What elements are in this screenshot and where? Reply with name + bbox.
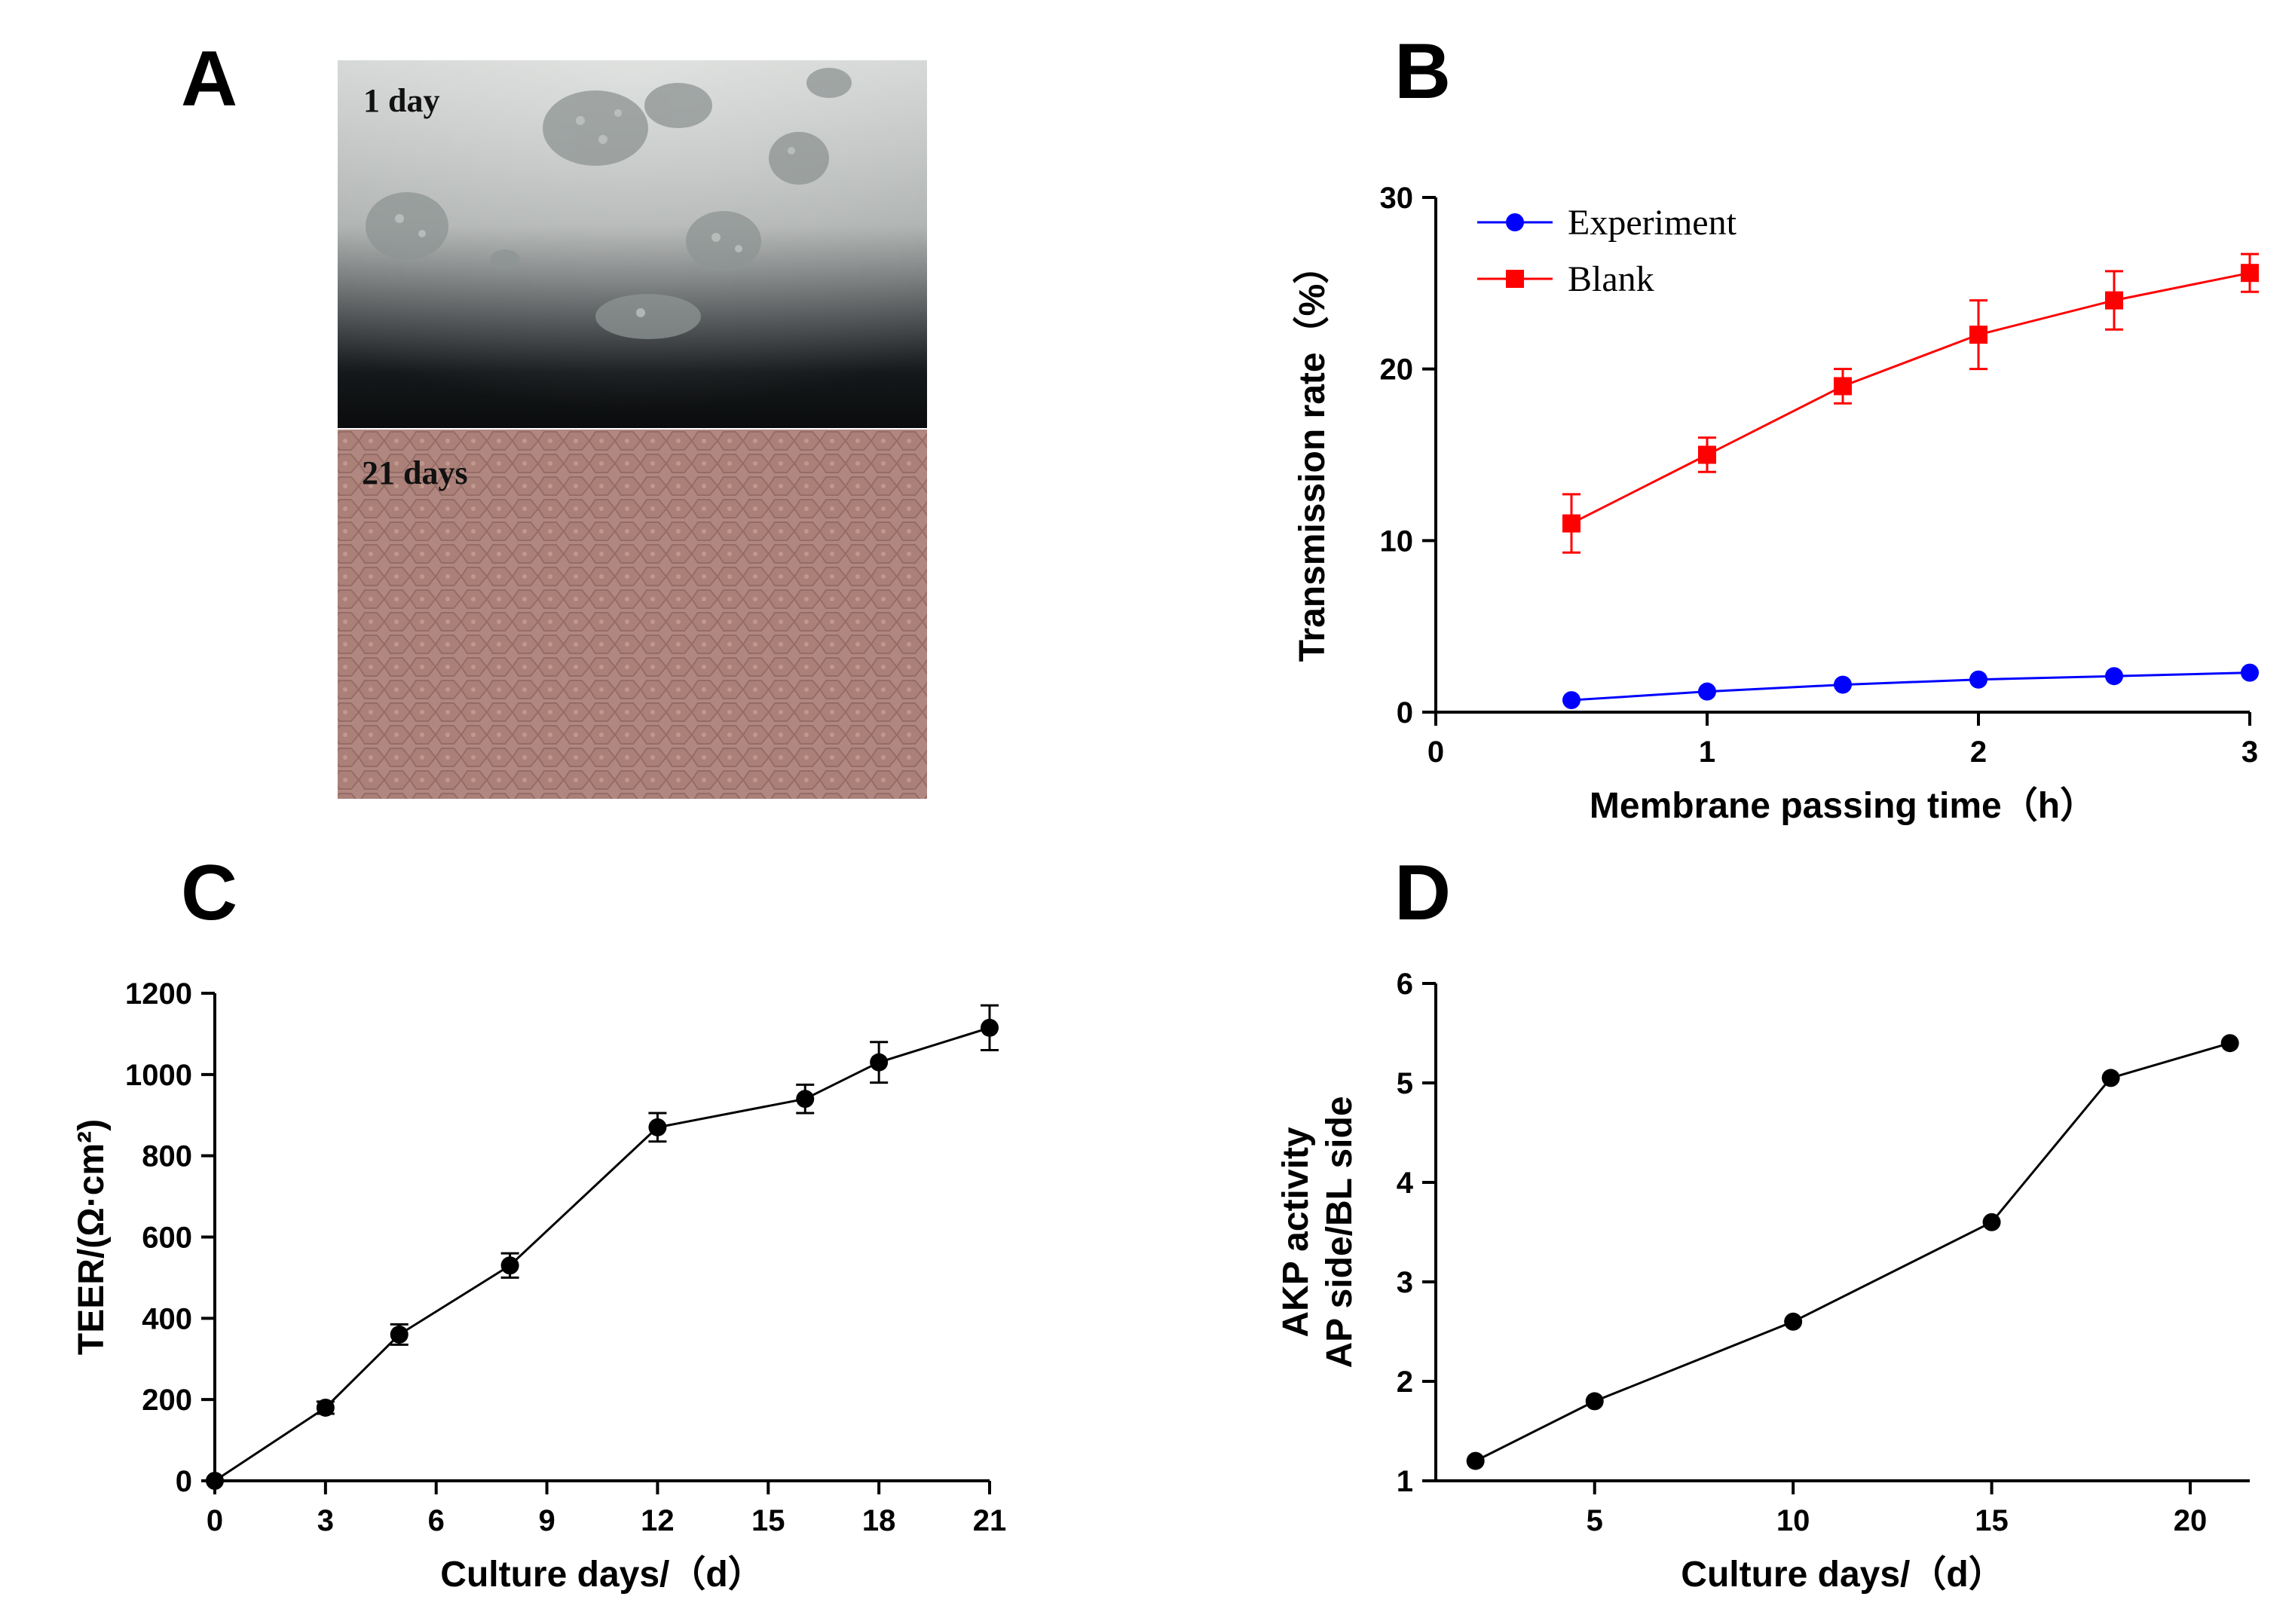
y-tick-label: 20 — [1380, 353, 1414, 387]
y-tick-label: 4 — [1397, 1167, 1414, 1200]
x-tick-label: 18 — [862, 1504, 896, 1537]
x-tick-label: 15 — [751, 1504, 785, 1537]
data-point — [390, 1325, 409, 1344]
panel-a: A 1 day 2 — [181, 35, 927, 799]
legend-marker — [1506, 213, 1524, 231]
data-point — [1834, 675, 1852, 694]
panel-letter-a: A — [181, 35, 237, 123]
x-tick-label: 15 — [1975, 1504, 2009, 1537]
panel-d: D 5 10 15 20 1 2 3 4 5 6 Culture days/（d） AKP activ… — [1276, 849, 2250, 1595]
x-axis-title: Culture days/（d） — [440, 1555, 763, 1595]
y-tick-label: 1 — [1397, 1465, 1413, 1498]
data-point — [500, 1256, 519, 1275]
x-tick-label: 3 — [317, 1504, 334, 1537]
data-point — [206, 1472, 224, 1490]
panel-letter-d: D — [1394, 849, 1451, 937]
data-point — [1784, 1312, 1803, 1331]
x-tick-label: 0 — [207, 1504, 223, 1537]
x-tick-label: 12 — [641, 1504, 675, 1537]
x-axis-title: Membrane passing time（h） — [1590, 786, 2096, 826]
series-0 — [1562, 663, 2259, 710]
series-line — [1571, 671, 2251, 702]
x-tick-label: 9 — [538, 1504, 555, 1537]
data-point — [2241, 264, 2259, 283]
data-point — [2105, 291, 2123, 310]
data-point — [1698, 445, 1716, 464]
x-tick-label: 21 — [973, 1504, 1007, 1537]
data-point — [2220, 1034, 2239, 1053]
y-tick-label: 1200 — [125, 977, 192, 1011]
y-tick-label: 5 — [1397, 1067, 1413, 1100]
series-0 — [206, 1004, 999, 1490]
x-tick-label: 3 — [2241, 736, 2258, 769]
y-tick-label: 30 — [1380, 182, 1414, 215]
data-point — [796, 1090, 815, 1109]
y-tick-label: 10 — [1380, 525, 1414, 558]
data-point — [1969, 670, 1987, 689]
x-tick-label: 0 — [1427, 736, 1444, 769]
x-tick-label: 5 — [1587, 1504, 1603, 1537]
series-line — [1571, 271, 2251, 525]
data-point — [1698, 682, 1716, 701]
y-axis-title-line: AKP activity — [1276, 1127, 1316, 1338]
data-point — [1562, 514, 1580, 533]
data-point — [1969, 326, 1987, 344]
data-point — [1562, 691, 1580, 710]
x-axis-title: Culture days/（d） — [1681, 1555, 2004, 1595]
y-tick-label: 6 — [1397, 968, 1413, 1001]
y-tick-label: 0 — [1397, 696, 1413, 729]
y-tick-label: 200 — [142, 1384, 192, 1417]
chart-c: 0 3 6 9 12 15 18 21 0 200 400 600 800 1000 1200 Culture… — [72, 977, 1006, 1595]
y-tick-label: 1000 — [125, 1059, 192, 1092]
legend-marker — [1506, 270, 1524, 288]
y-axis-title-line: AP side/BL side — [1320, 1096, 1360, 1368]
x-tick-label: 20 — [2174, 1504, 2208, 1537]
data-point — [1982, 1213, 2001, 1231]
y-tick-label: 600 — [142, 1222, 192, 1255]
legend-label: Blank — [1568, 259, 1654, 299]
y-tick-label: 800 — [142, 1140, 192, 1173]
panel-c: C 0 3 6 9 12 15 18 21 0 200 400 600 800 1000 1200 Cultu… — [72, 849, 1006, 1595]
data-point — [870, 1053, 889, 1072]
data-point — [1585, 1392, 1604, 1411]
panel-letter-c: C — [181, 849, 237, 937]
data-point — [1834, 377, 1852, 396]
y-tick-label: 3 — [1397, 1266, 1413, 1299]
data-point — [981, 1018, 999, 1037]
x-tick-label: 2 — [1970, 736, 1987, 769]
legend: Experiment Blank — [1477, 203, 1737, 299]
data-point — [648, 1118, 667, 1136]
photo-day-1-label: 1 day — [363, 82, 439, 119]
y-tick-label: 2 — [1397, 1366, 1413, 1399]
x-tick-label: 6 — [428, 1504, 445, 1537]
legend-label: Experiment — [1568, 203, 1737, 243]
y-axis-title: TEER/(Ω·cm²) — [72, 1119, 112, 1355]
photo-day-21: 21 days — [338, 430, 927, 799]
data-point — [316, 1398, 335, 1417]
y-tick-label: 400 — [142, 1302, 192, 1335]
data-point — [2241, 663, 2259, 682]
y-axis-title: Transmission rate（%） — [1293, 248, 1333, 662]
data-point — [2105, 667, 2123, 686]
series-0 — [1466, 1034, 2239, 1470]
photo-day-1: 1 day — [338, 60, 927, 428]
series-line — [1475, 1041, 2231, 1462]
series-line — [214, 1026, 990, 1482]
data-point — [1466, 1451, 1485, 1470]
x-tick-label: 10 — [1776, 1504, 1810, 1537]
data-point — [2101, 1069, 2120, 1087]
series-1 — [1562, 252, 2259, 554]
photo-day-21-label: 21 days — [362, 454, 468, 491]
x-tick-label: 1 — [1699, 736, 1715, 769]
panel-letter-b: B — [1394, 28, 1451, 115]
y-tick-label: 0 — [176, 1465, 192, 1498]
chart-d: 5 10 15 20 1 2 3 4 5 6 Culture days/（d） AKP activit… — [1276, 968, 2250, 1595]
